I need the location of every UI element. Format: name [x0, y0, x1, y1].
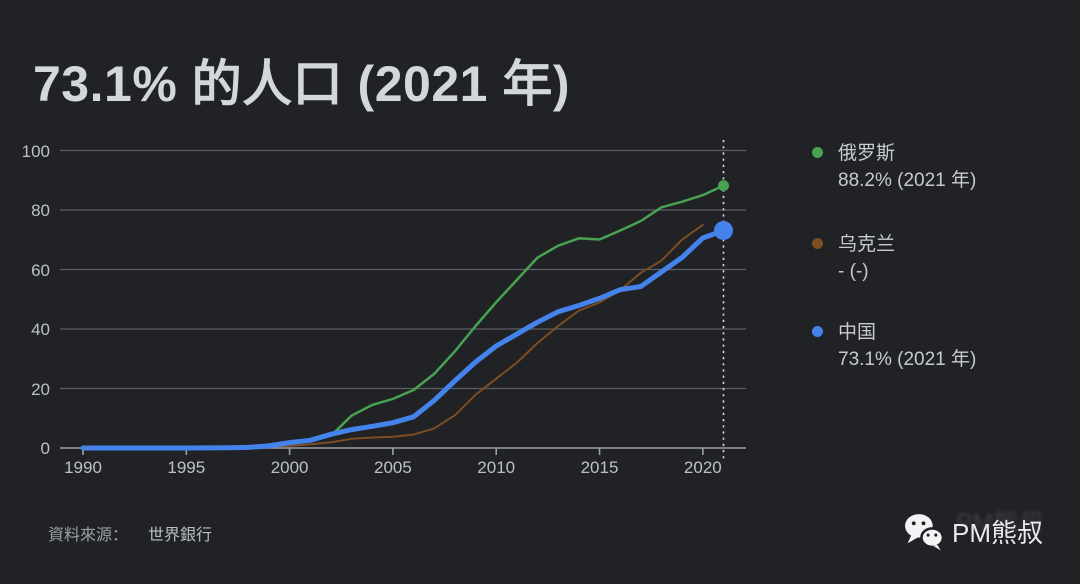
x-tick-label: 2005	[373, 458, 412, 477]
series-end-marker-china[interactable]	[713, 221, 733, 241]
source-label: 資料來源：	[48, 527, 129, 544]
source-value[interactable]: 世界銀行	[148, 527, 213, 544]
y-tick-label: 20	[31, 379, 50, 399]
series-dot-china-icon	[812, 326, 823, 337]
y-tick-label: 100	[21, 141, 50, 161]
legend-name-china: 中国	[838, 322, 877, 343]
wechat-icon	[905, 514, 944, 551]
y-tick-label: 80	[31, 201, 50, 220]
x-tick-label: 1990	[64, 458, 102, 477]
legend-value-russia: 88.2% (2021 年)	[838, 170, 977, 191]
series-dot-ukraine-icon	[812, 238, 823, 249]
y-tick-label: 40	[31, 320, 50, 339]
x-tick-label: 1995	[167, 458, 206, 477]
series-end-marker-russia[interactable]	[717, 180, 729, 192]
watermark-text: PM熊叔	[952, 518, 1044, 548]
series-line-china[interactable]	[80, 228, 726, 451]
x-tick-label: 2010	[477, 458, 516, 477]
data-source: 資料來源： 世界銀行	[48, 521, 212, 545]
x-tick-label: 2000	[270, 458, 309, 477]
y-tick-label: 0	[40, 439, 50, 458]
series-line-russia[interactable]	[81, 184, 725, 450]
y-tick-label: 60	[31, 260, 50, 280]
legend-item-ukraine[interactable]: 乌克兰 - (-)	[812, 231, 895, 285]
series-line-ukraine[interactable]	[82, 223, 704, 449]
legend-value-ukraine: - (-)	[838, 261, 869, 282]
ghost-watermark: PM熊叔	[956, 509, 1044, 537]
series-dot-russia-icon	[812, 147, 823, 158]
legend-name-russia: 俄罗斯	[838, 143, 896, 164]
legend-name-ukraine: 乌克兰	[838, 234, 896, 255]
legend-item-china[interactable]: 中国 73.1% (2021 年)	[812, 319, 976, 373]
wechat-watermark: PM熊叔	[903, 511, 1043, 552]
chart-title: 73.1% 的人口 (2021 年)	[33, 56, 570, 112]
x-tick-label: 2015	[580, 458, 619, 477]
legend-value-china: 73.1% (2021 年)	[838, 349, 977, 370]
x-tick-label: 2020	[683, 458, 722, 477]
legend-item-russia[interactable]: 俄罗斯 88.2% (2021 年)	[812, 140, 976, 194]
